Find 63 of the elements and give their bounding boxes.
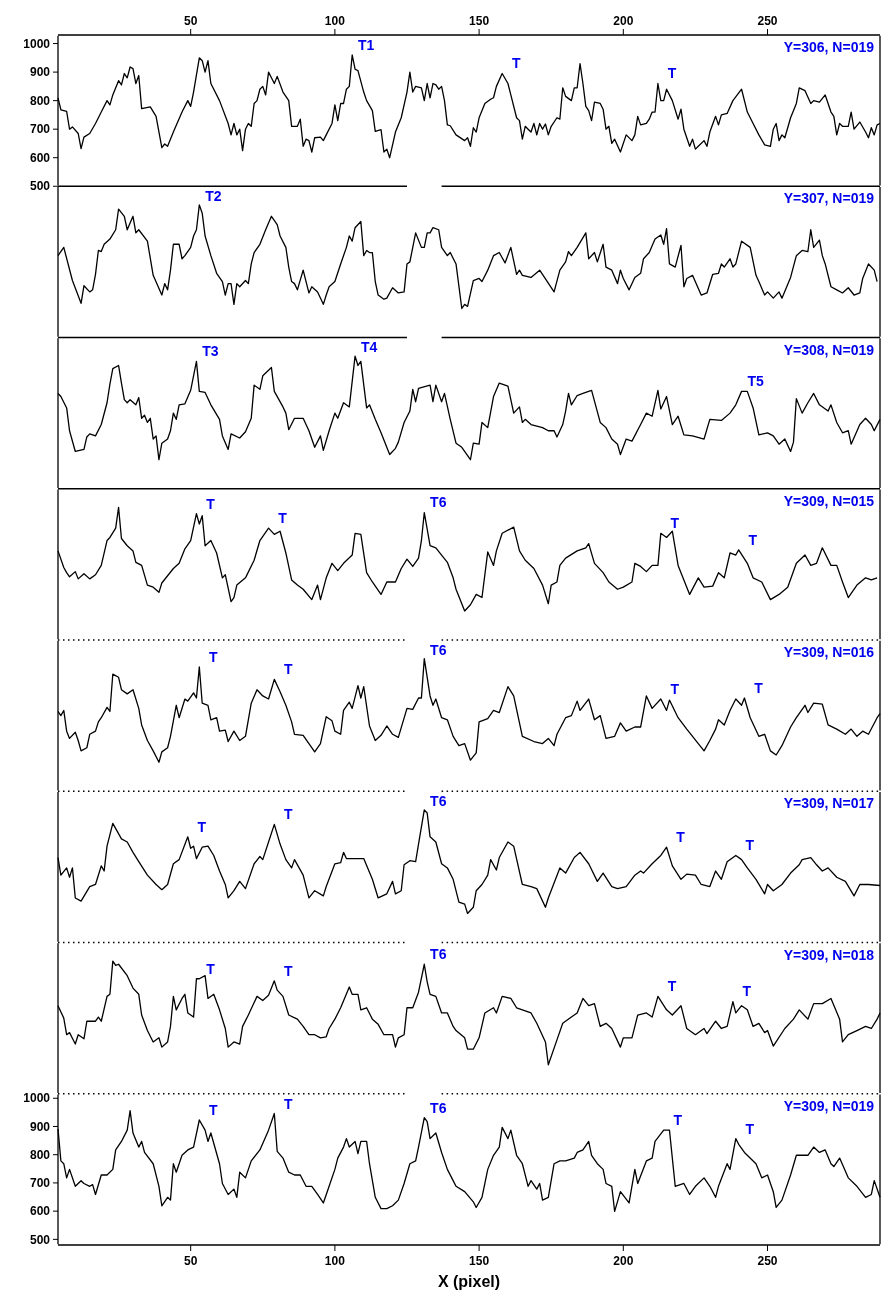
annotation: T [754,679,764,696]
x2-tick-label: 100 [324,14,346,28]
annotation: T [284,962,294,979]
y-tick-label: 800 [29,93,51,108]
y-tick-label: 800 [29,1147,51,1162]
x2-tick-label: 200 [613,14,634,28]
annotation: T [673,1112,683,1129]
annotation: Y=307, N=019 [783,190,875,207]
x-tick-label: 100 [324,1254,346,1268]
annotation: Y=309, N=019 [783,1097,875,1114]
y-tick-label: 900 [29,1119,51,1134]
annotation: T4 [360,339,378,356]
annotation: Y=308, N=019 [783,341,875,358]
x2-tick-label: 150 [469,14,490,28]
annotation: Y=306, N=019 [783,39,875,55]
annotation: T3 [202,343,219,360]
annotation: T6 [430,641,447,658]
annotation: T [742,983,752,1000]
annotation: T [748,531,758,548]
annotation: T [676,829,686,846]
annotation: T [278,510,288,527]
annotation: Y=309, N=018 [783,946,875,963]
y-tick-label: 500 [29,1232,51,1247]
x-tick-label: 200 [613,1254,634,1268]
annotation: T [284,1095,294,1112]
annotation: T1 [358,36,375,53]
annotation: T [670,515,680,532]
annotation: T [670,680,680,697]
annotation: T [667,978,677,995]
y-tick-label: 600 [29,150,51,165]
annotation: Y=309, N=015 [783,492,875,509]
y-tick-label: 1000 [23,1091,51,1106]
annotation: T6 [430,793,447,810]
x2-tick-label: 250 [757,14,778,28]
annotation: T [667,65,677,82]
annotation: T6 [430,494,447,511]
annotation: T [284,806,294,823]
annotation: T [284,661,294,678]
y-tick-label: 600 [29,1204,51,1219]
annotation: T [209,1101,219,1118]
x2-tick-label: 50 [183,14,198,28]
y-tick-label: 500 [29,179,51,194]
x-tick-label: 50 [183,1254,198,1268]
y-tick-label: 900 [29,65,51,80]
annotation: T [197,818,207,835]
y-tick-label: 700 [29,122,51,137]
x-tick-label: 150 [469,1254,490,1268]
annotation: T5 [747,373,764,390]
annotation: T [206,495,216,512]
annotation: Y=309, N=017 [783,795,875,812]
x-axis-title: X (pixel) [437,1273,501,1290]
annotation: T [206,960,216,977]
annotation: Y=309, N=016 [783,644,875,660]
annotation: T2 [205,188,222,205]
annotation: T6 [430,946,447,963]
annotation: T [209,648,219,665]
annotation: T [745,1120,755,1137]
x-tick-label: 250 [757,1254,778,1268]
y-tick-label: 700 [29,1176,51,1191]
annotation: T6 [430,1099,447,1116]
y-tick-label: 1000 [23,36,51,51]
annotation: T [511,55,521,72]
annotation: T [745,837,755,854]
